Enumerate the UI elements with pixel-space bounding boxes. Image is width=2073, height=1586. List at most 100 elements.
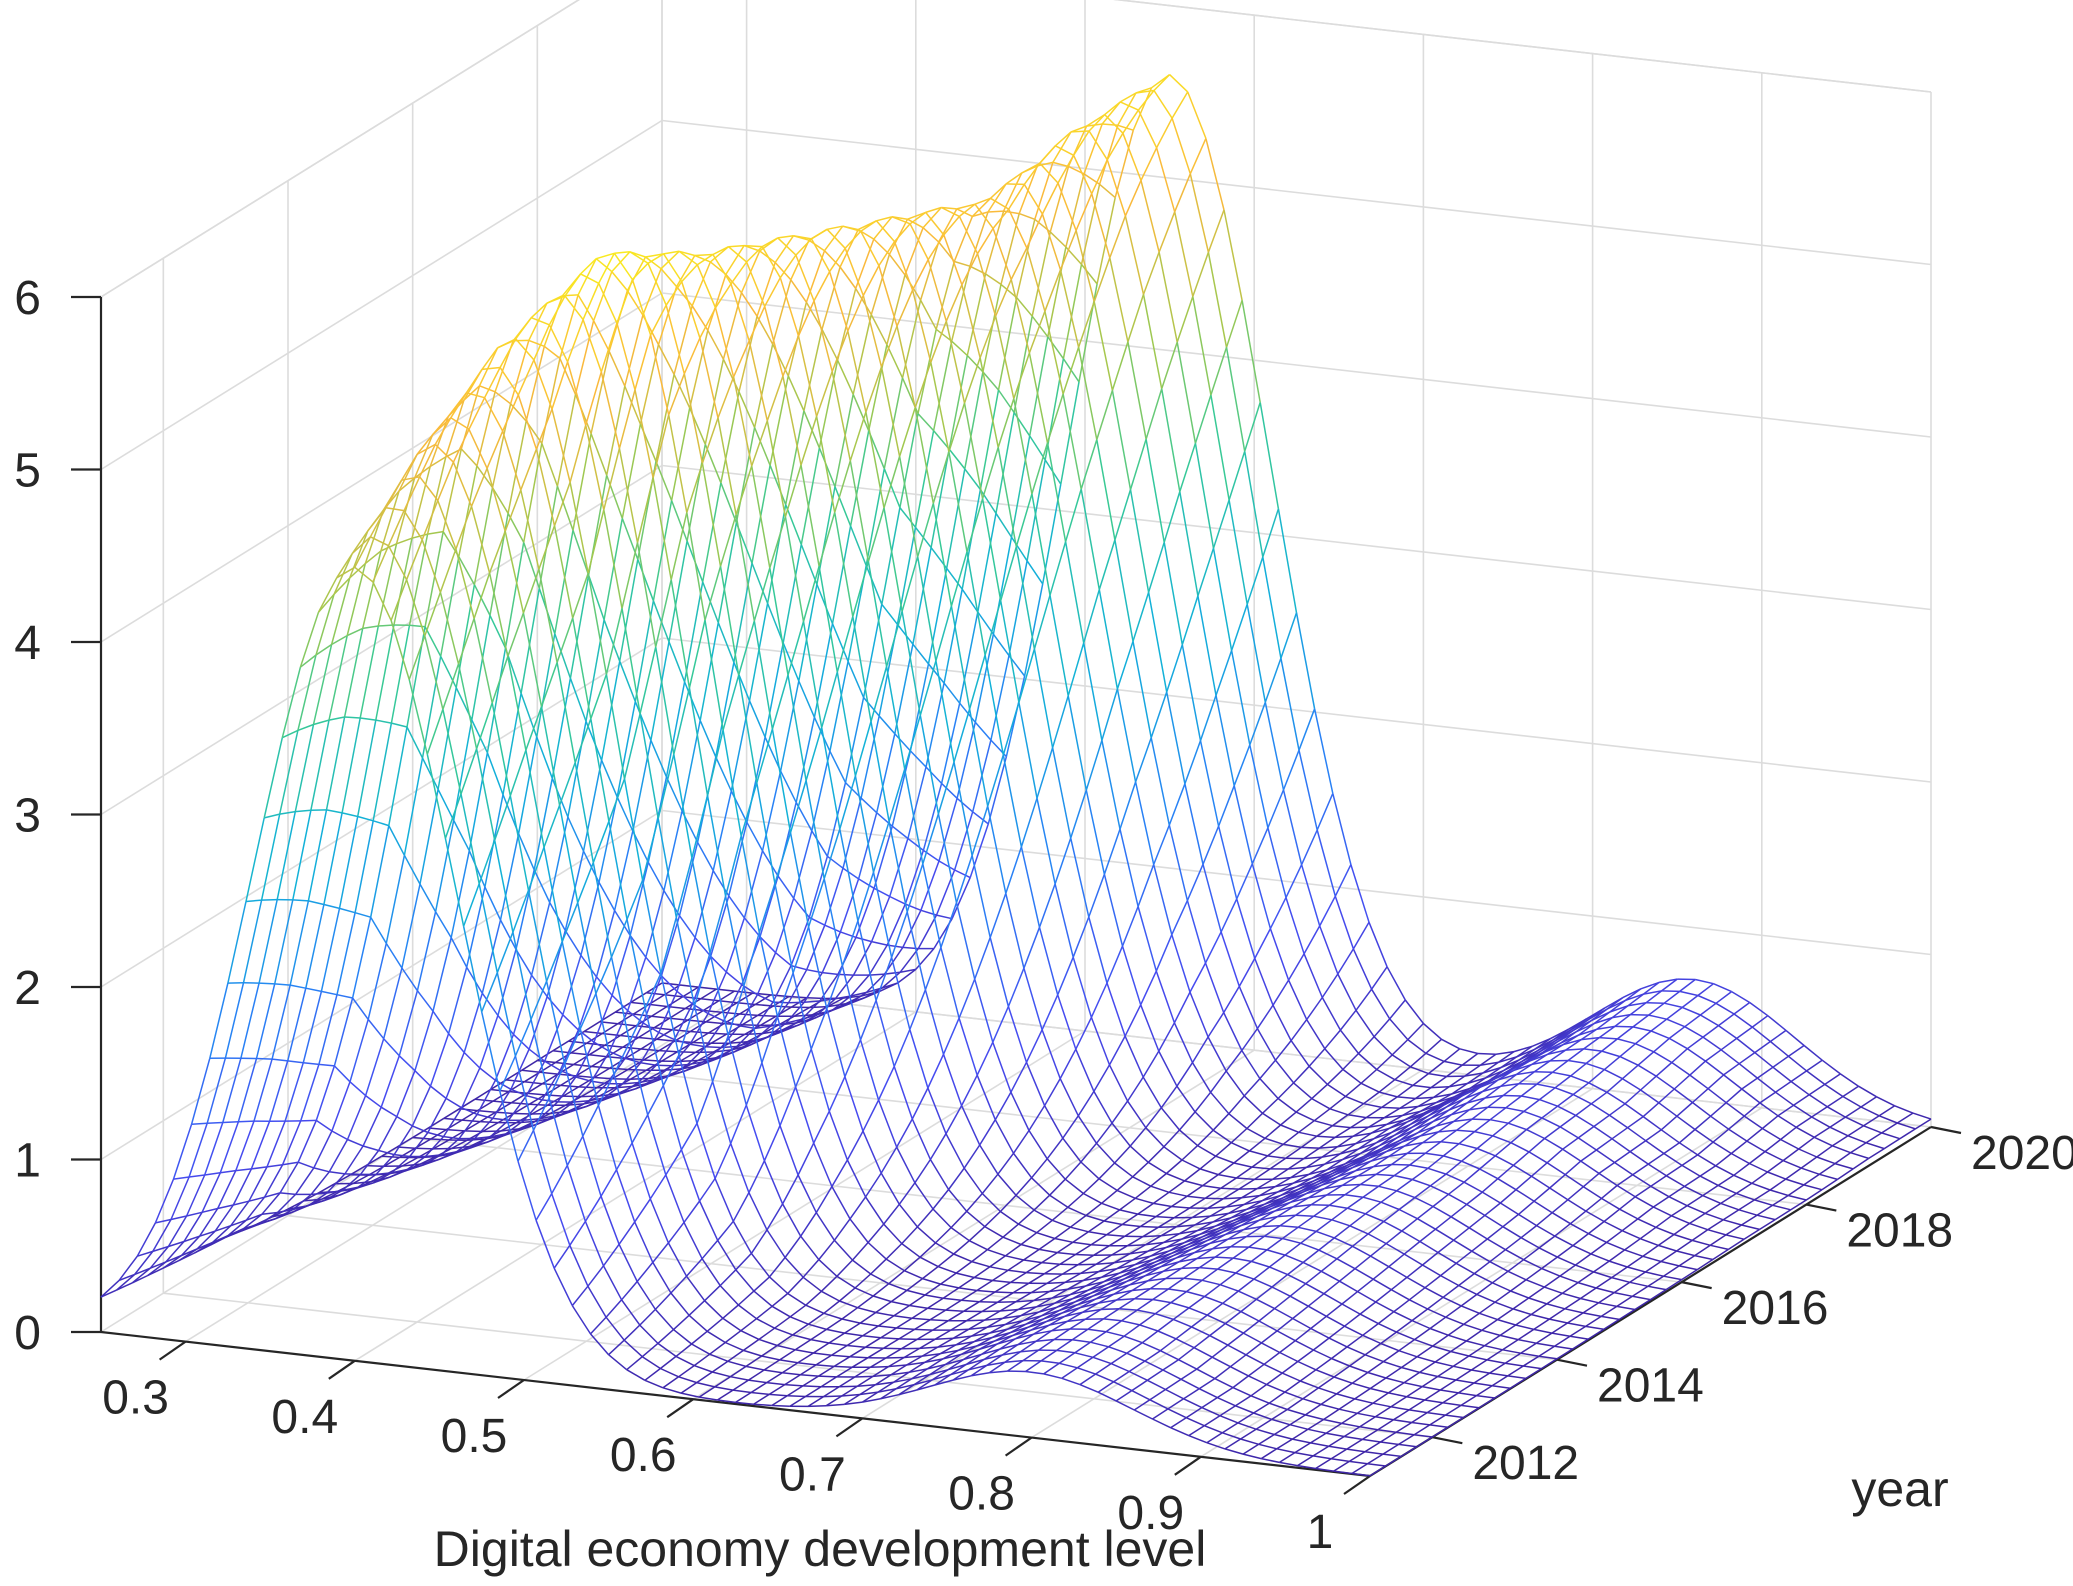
mesh-line-y	[797, 1142, 815, 1176]
mesh-line-y	[1243, 1078, 1261, 1097]
mesh-line-x	[645, 253, 664, 258]
mesh-line-x	[1264, 702, 1285, 791]
mesh-line-x	[1764, 1150, 1784, 1162]
grid-line-floor-x	[1200, 1107, 1763, 1458]
mesh-line-y	[1507, 1110, 1525, 1124]
mesh-line-y	[396, 1115, 413, 1127]
mesh-line-x	[1008, 208, 1028, 249]
mesh-line-x	[1484, 1344, 1503, 1351]
mesh-line-x	[698, 1200, 719, 1241]
mesh-line-y	[425, 1154, 442, 1158]
mesh-line-y	[507, 612, 525, 657]
mesh-line-x	[800, 464, 820, 567]
mesh-line-x	[958, 216, 979, 255]
mesh-line-x	[940, 1349, 959, 1355]
mesh-line-x	[1360, 1183, 1379, 1188]
mesh-line-x	[201, 1172, 221, 1213]
mesh-line-x	[914, 430, 935, 528]
mesh-line-x	[907, 211, 926, 220]
mesh-line-x	[808, 1323, 827, 1331]
mesh-line-y	[246, 1213, 263, 1221]
mesh-line-y	[857, 1295, 874, 1309]
mesh-line-y	[414, 1070, 432, 1087]
mesh-line-x	[1228, 1113, 1248, 1130]
mesh-line-y	[1588, 1069, 1605, 1084]
mesh-line-y	[1479, 1053, 1497, 1066]
mesh-line-y	[636, 477, 654, 543]
mesh-line-y	[639, 646, 657, 714]
mesh-line-x	[1222, 1302, 1242, 1313]
mesh-line-x	[1039, 162, 1059, 184]
mesh-line-y	[490, 1133, 507, 1138]
mesh-line-y	[1121, 1309, 1138, 1322]
mesh-line-y	[810, 1328, 827, 1341]
mesh-line-y	[729, 1365, 747, 1378]
mesh-line-y	[1315, 1357, 1332, 1371]
mesh-line-y	[942, 1287, 960, 1299]
mesh-line-x	[525, 346, 546, 422]
mesh-line-y	[1741, 1077, 1758, 1090]
mesh-line-y	[880, 325, 898, 368]
mesh-line-y	[972, 211, 989, 218]
mesh-line-x	[1191, 1326, 1211, 1337]
mesh-line-y	[1150, 1172, 1167, 1187]
mesh-line-y	[1530, 1303, 1548, 1316]
mesh-line-y	[1679, 978, 1696, 992]
mesh-line-x	[756, 952, 777, 995]
mesh-line-y	[1899, 1128, 1916, 1140]
mesh-line-y	[1580, 1028, 1598, 1041]
mesh-line-y	[1099, 183, 1116, 199]
mesh-line-y	[1489, 1249, 1506, 1263]
y-tick	[1432, 1436, 1463, 1445]
mesh-line-y	[660, 917, 678, 974]
mesh-line-y	[955, 1335, 972, 1346]
mesh-line-x	[629, 251, 649, 264]
mesh-line-y	[1429, 1316, 1447, 1330]
mesh-line-y	[730, 261, 748, 285]
mesh-line-x	[736, 1027, 756, 1048]
mesh-line-y	[977, 611, 995, 635]
mesh-line-x	[1352, 1245, 1371, 1257]
mesh-line-y	[457, 618, 475, 665]
mesh-line-y	[618, 1221, 636, 1245]
mesh-line-x	[712, 254, 732, 285]
mesh-line-y	[742, 1338, 760, 1352]
mesh-line-x	[908, 1368, 928, 1374]
mesh-line-x	[403, 510, 423, 541]
mesh-line-y	[1197, 547, 1215, 597]
mesh-line-y	[784, 1374, 801, 1386]
mesh-line-x	[1215, 695, 1235, 786]
mesh-line-y	[1005, 1243, 1022, 1257]
mesh-line-y	[421, 757, 439, 790]
mesh-line-y	[1585, 1315, 1602, 1328]
mesh-line-y	[732, 1192, 750, 1222]
mesh-line-x	[1819, 1173, 1838, 1181]
mesh-line-y	[1608, 1249, 1626, 1262]
mesh-line-x	[935, 660, 955, 763]
mesh-line-x	[1728, 1128, 1748, 1142]
mesh-line-x	[1390, 1289, 1410, 1301]
mesh-line-x	[1595, 1287, 1615, 1294]
mesh-line-x	[898, 1338, 918, 1341]
mesh-line-x	[1494, 1301, 1514, 1310]
mesh-line-x	[1415, 1096, 1434, 1100]
mesh-line-x	[1424, 1399, 1443, 1404]
mesh-line-x	[1031, 493, 1051, 596]
mesh-line-y	[1310, 1432, 1327, 1444]
mesh-line-y	[1044, 269, 1062, 312]
mesh-line-y	[471, 719, 489, 754]
mesh-line-y	[1611, 1127, 1629, 1140]
mesh-line-x	[735, 514, 756, 622]
mesh-line-y	[846, 1335, 864, 1347]
mesh-line-x	[545, 981, 566, 1065]
mesh-line-x	[852, 1259, 872, 1275]
mesh-line-x	[299, 1064, 320, 1122]
mesh-line-y	[930, 320, 948, 363]
mesh-line-x	[979, 357, 999, 448]
mesh-line-x	[870, 1273, 890, 1285]
mesh-line-y	[1847, 1125, 1865, 1137]
mesh-line-x	[940, 947, 960, 1019]
mesh-line-x	[1379, 1091, 1398, 1098]
mesh-line-x	[483, 397, 504, 432]
mesh-line-y	[1023, 927, 1041, 969]
